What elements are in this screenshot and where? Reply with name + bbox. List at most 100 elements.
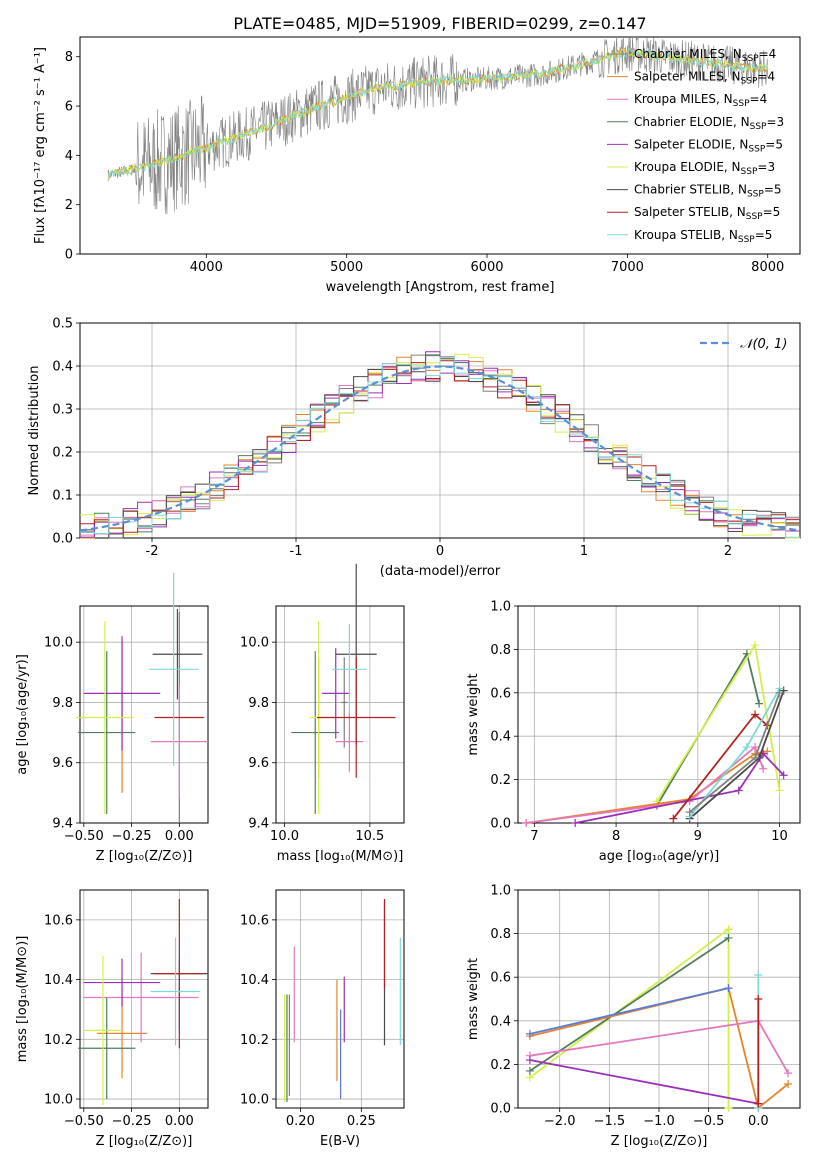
weight-series-line [529,937,730,1072]
x-tick-label: −1.0 [643,1114,675,1129]
weight-marker [779,771,788,780]
spectrum-legend: Chabrier MILES, NSSP=4 Salpeter MILES, NS… [607,47,784,245]
y-axis-label: age [log₁₀(age/yr)] [15,654,30,775]
x-tick-label: −0.25 [112,1114,152,1129]
legend-label: Salpeter STELIB, NSSP=5 [634,205,780,222]
x-axis-label: E(B-V) [320,1134,360,1149]
y-tick-label: 6 [65,100,73,115]
y-tick-label: 0.0 [490,817,511,832]
x-tick-label: 7 [530,829,538,844]
x-tick-label: −0.50 [64,829,104,844]
weight-marker [784,1069,793,1078]
x-tick-label: 10.5 [355,829,384,844]
age-vs-metallicity-panel: −0.50 −0.25 0.00 9.4 9.6 9.8 10.0 Z [log₁₀(Z/Z⊙… [15,572,209,864]
weight-marker [754,1099,763,1108]
model-spectrum [107,47,769,180]
x-tick-label: 0.00 [165,829,194,844]
weight-marker [724,925,733,934]
weight-marker [525,1056,534,1065]
plot-frame [79,605,209,824]
plot-frame [79,322,801,539]
y-tick-label: 2 [65,198,73,213]
x-tick-label: 6000 [470,260,503,275]
y-tick-label: 9.4 [248,817,269,832]
weight-marker [724,1104,733,1112]
weight-marker [525,1066,534,1075]
mass-vs-metallicity-panel: −0.50 −0.25 0.00 10.0 10.2 10.4 10.6 Z [log₁₀(Z… [15,889,209,1149]
y-tick-label: 10.4 [240,973,269,988]
x-tick-label: 1 [580,544,588,559]
weight-marker [751,710,760,719]
weight-marker [754,971,763,980]
weight-series-line [529,1059,759,1105]
y-tick-label: 10.4 [44,973,73,988]
x-tick-label: 0.25 [347,1114,376,1129]
legend-label: 𝒩(0, 1) [740,337,787,352]
legend-label: Chabrier MILES, NSSP=4 [634,47,776,64]
y-tick-label: 10.0 [44,636,73,651]
x-tick-label: 0 [436,544,444,559]
weight-marker [775,786,784,795]
grid-lines [276,890,404,1108]
weight-marker [571,819,580,827]
weight-marker [724,984,733,993]
legend-label: Salpeter MILES, NSSP=4 [634,70,775,87]
x-axis-label: wavelength [Angstrom, rest frame] [326,280,555,295]
weight-marker [775,688,784,697]
x-axis-label: mass [log₁₀(M/M⊙)] [277,849,404,864]
weight-marker [525,1029,534,1038]
x-tick-label: 9 [694,829,702,844]
y-tick-label: 10.2 [240,1033,269,1048]
weight-vs-age-panel: 7 8 9 10 0.0 0.2 0.4 0.6 0.8 1.0 age [log₁₀(age/yr… [466,600,801,864]
y-tick-label: 0.4 [52,360,73,375]
weight-marker [751,753,760,762]
x-tick-label: 8 [612,829,620,844]
x-tick-label: -2 [146,544,159,559]
mass-vs-extinction-panel: 0.20 0.25 10.0 10.2 10.4 10.6 E(B-V) [240,889,405,1149]
y-tick-label: 0.6 [490,971,511,986]
y-tick-label: 10.2 [44,1033,73,1048]
weight-series-line [575,752,785,824]
y-tick-label: 4 [65,149,73,164]
weight-series-line [526,750,768,824]
spectrum-panel: 4000 5000 6000 7000 8000 0 2 4 6 8 wavelength [Ang… [33,36,801,295]
legend-label: Kroupa STELIB, NSSP=5 [634,228,772,245]
x-tick-label: -1 [290,544,303,559]
y-tick-label: 0.0 [52,532,73,547]
x-tick-label: −0.50 [64,1114,104,1129]
legend-label: Chabrier ELODIE, NSSP=3 [634,115,784,132]
x-tick-label: −0.5 [693,1114,725,1129]
model-spectrum [107,47,769,178]
legend-label: Kroupa ELODIE, NSSP=3 [634,160,775,177]
y-tick-label: 0.3 [52,403,73,418]
weight-marker [742,743,751,752]
y-axis-label: Flux [fλ10⁻¹⁷ erg cm⁻² s⁻¹ A⁻¹] [33,47,48,244]
y-tick-label: 9.6 [52,756,73,771]
weight-marker [751,743,760,752]
x-tick-label: 0.0 [748,1114,769,1129]
y-tick-label: 0.2 [52,446,73,461]
weight-series-line [529,987,789,1110]
x-axis-label: age [log₁₀(age/yr)] [599,849,720,864]
x-tick-label: 8000 [751,260,784,275]
grid-lines [80,606,208,824]
weight-series-line [672,713,768,820]
y-tick-label: 8 [65,50,73,65]
y-tick-label: 0.2 [490,773,511,788]
weight-vs-metallicity-panel: −2.0 −1.5 −1.0 −0.5 0.0 0.0 0.2 0.4 0.6 0.8 1.0 Z [… [466,884,801,1149]
x-axis-label: Z [log₁₀(Z/Z⊙)] [611,1134,708,1149]
plot-frame [79,889,209,1109]
y-tick-label: 1.0 [490,884,511,899]
weight-marker [754,995,763,1003]
model-spectrum [107,48,769,178]
y-tick-label: 1.0 [490,600,511,615]
weight-marker [755,699,764,708]
x-axis-label: (data-model)/error [380,564,501,579]
legend-label: Salpeter ELODIE, NSSP=5 [634,137,783,154]
gaussian-curve [79,365,801,532]
weight-marker [763,747,772,756]
y-tick-label: 0.2 [490,1058,511,1073]
y-tick-label: 0.5 [52,317,73,332]
y-tick-label: 10.0 [240,636,269,651]
